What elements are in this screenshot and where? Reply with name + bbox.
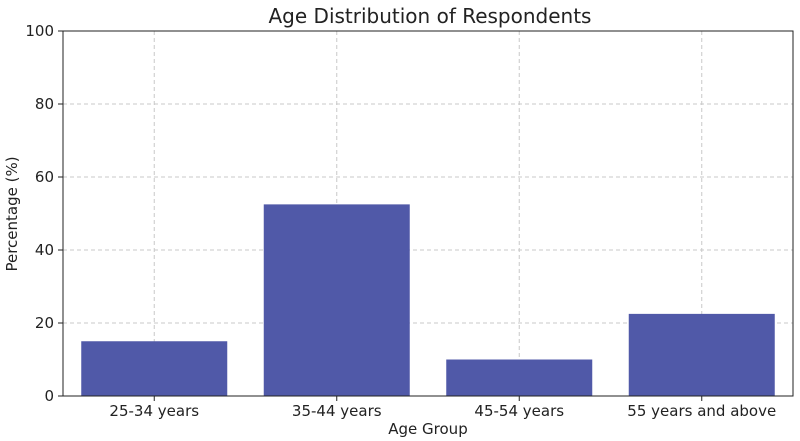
bar-25-34-years xyxy=(81,341,228,396)
bar-45-54-years xyxy=(446,359,593,396)
x-axis-label: Age Group xyxy=(388,420,467,438)
bar-35-44-years xyxy=(263,204,410,396)
plot-frame xyxy=(62,30,794,397)
y-tick-label: 40 xyxy=(35,241,54,259)
bar-layer xyxy=(81,204,775,396)
axis-layer: 0 20 40 60 80 100 25-34 years 35-44 years 45-54 … xyxy=(25,22,794,420)
bar-55-years-and-above xyxy=(628,313,775,396)
y-tick-label: 60 xyxy=(35,168,54,186)
y-tick-label: 100 xyxy=(25,22,54,40)
x-tick-label: 45-54 years xyxy=(474,402,564,420)
x-tick-label: 35-44 years xyxy=(292,402,382,420)
y-tick-label: 20 xyxy=(35,314,54,332)
y-tick-label: 0 xyxy=(44,387,54,405)
chart-title: Age Distribution of Respondents xyxy=(269,4,592,28)
x-tick-label: 25-34 years xyxy=(109,402,199,420)
y-tick-label: 80 xyxy=(35,95,54,113)
x-tick-label: 55 years and above xyxy=(627,402,776,420)
y-axis-label: Percentage (%) xyxy=(3,156,21,271)
